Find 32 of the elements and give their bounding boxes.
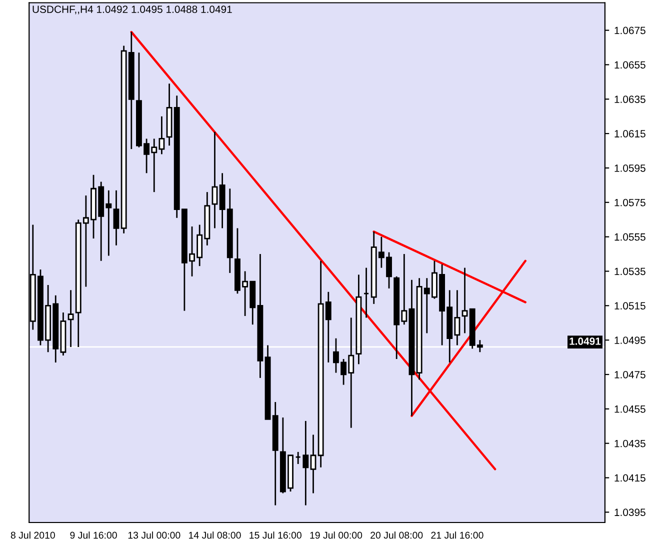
y-tick-label: 1.0675	[614, 26, 646, 34]
x-tick-label: 14 Jul 08:00	[189, 532, 241, 539]
candlestick	[310, 434, 316, 494]
y-tick-label: 1.0575	[614, 198, 646, 206]
y-tick-label: 1.0555	[614, 233, 646, 241]
y-tick-label: 1.0635	[614, 96, 646, 104]
y-tick-label: 1.0475	[614, 370, 646, 378]
y-tick-label: 1.0535	[614, 268, 646, 276]
chart-title: USDCHF,,H4 1.0492 1.0495 1.0488 1.0491	[32, 6, 232, 14]
y-tick-label: 1.0455	[614, 405, 646, 413]
x-tick-label: 13 Jul 00:00	[128, 532, 180, 539]
x-tick-label: 21 Jul 16:00	[431, 532, 484, 539]
y-tick-label: 1.0615	[614, 130, 646, 138]
y-tick-label: 1.0595	[614, 164, 646, 172]
candlestick	[295, 451, 302, 465]
ref-line-label: 1.0491	[570, 338, 601, 345]
y-tick-label: 1.0395	[614, 508, 646, 516]
y-tick-label: 1.0495	[614, 336, 646, 344]
y-tick-label: 1.0415	[614, 474, 646, 482]
x-tick-label: 20 Jul 08:00	[370, 532, 423, 539]
candlestick	[302, 420, 309, 506]
candlestick	[462, 267, 468, 334]
y-tick-label: 1.0655	[614, 61, 646, 69]
x-tick-label: 8 Jul 2010	[10, 532, 55, 539]
candlestick	[212, 131, 218, 229]
x-tick-label: 15 Jul 16:00	[250, 532, 302, 539]
x-tick-label: 19 Jul 00:00	[310, 532, 362, 539]
y-tick-label: 1.0515	[614, 302, 646, 310]
y-tick-label: 1.0435	[614, 440, 646, 448]
x-tick-label: 9 Jul 16:00	[70, 532, 117, 539]
candlestick	[363, 267, 370, 318]
candlestick	[113, 190, 120, 246]
